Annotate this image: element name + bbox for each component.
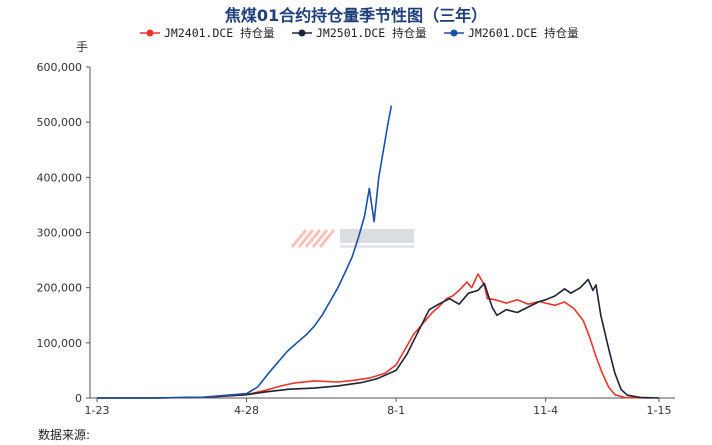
x-tick-label: 11-4: [533, 404, 558, 417]
y-tick-label: 200,000: [37, 282, 83, 295]
x-tick-label: 1-15: [647, 404, 672, 417]
watermark-stripe: [297, 229, 315, 248]
y-tick-label: 500,000: [37, 116, 83, 129]
legend-label: JM2501.DCE 持仓量: [316, 26, 427, 40]
series-line-2: [97, 278, 660, 399]
series-layer: [97, 105, 660, 399]
y-tick-label: 600,000: [37, 61, 83, 74]
watermark-stripe: [318, 229, 336, 248]
watermark-logo: [290, 229, 414, 248]
watermark-mark: [340, 229, 414, 243]
legend-label: JM2401.DCE 持仓量: [164, 26, 275, 40]
watermark-stripe: [290, 229, 308, 248]
x-tick-label: 4-28: [234, 404, 259, 417]
y-tick-label: 0: [75, 392, 82, 405]
x-tick-label: 1-23: [85, 404, 110, 417]
y-axis-label: 手: [76, 40, 88, 54]
watermark-mark: [340, 245, 414, 248]
legend-swatch-marker: [450, 29, 458, 37]
watermark-stripe: [304, 229, 322, 248]
legend-swatch-marker: [298, 29, 306, 37]
y-tick-label: 400,000: [37, 171, 83, 184]
legend-label: JM2601.DCE 持仓量: [468, 26, 579, 40]
series-line-1: [97, 273, 652, 399]
legend-swatch-marker: [146, 29, 154, 37]
watermark-stripe: [311, 229, 329, 248]
legend: JM2401.DCE 持仓量 JM2501.DCE 持仓量 JM2601.DCE 持…: [140, 26, 579, 40]
x-tick-label: 8-1: [387, 404, 405, 417]
axes: 0 100,000 200,000 300,000 400,000 500,000 600,…: [37, 40, 675, 417]
y-tick-label: 100,000: [37, 337, 83, 350]
series-line-3: [97, 105, 393, 399]
y-tick-label: 300,000: [37, 227, 83, 240]
chart-title: 焦煤01合约持仓量季节性图（三年）: [224, 6, 488, 25]
data-source-label: 数据来源:: [38, 428, 91, 442]
